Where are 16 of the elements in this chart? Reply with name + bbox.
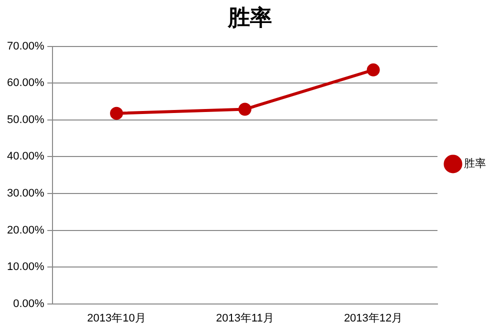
y-tick-label: 60.00% [6,77,45,90]
y-tick-label: 20.00% [6,224,45,236]
y-tick-label: 10.00% [6,261,45,274]
y-tick-label: 30.00% [6,188,45,200]
y-tick-label: 40.00% [6,150,45,163]
legend-label: 胜率 [464,157,486,170]
y-tick-label: 70.00% [6,40,45,52]
point [366,63,380,76]
point [110,106,124,120]
x-tick-label: 2013年11月 [216,312,274,324]
point [238,102,252,116]
y-tick-label: 0.00% [13,298,45,310]
x-tick-label: 2013年10月 [87,312,146,324]
y-tick-label: 50.00% [6,114,45,126]
x-tick-label: 2013年12月 [344,312,403,324]
chart-title: 胜率 [227,4,272,31]
